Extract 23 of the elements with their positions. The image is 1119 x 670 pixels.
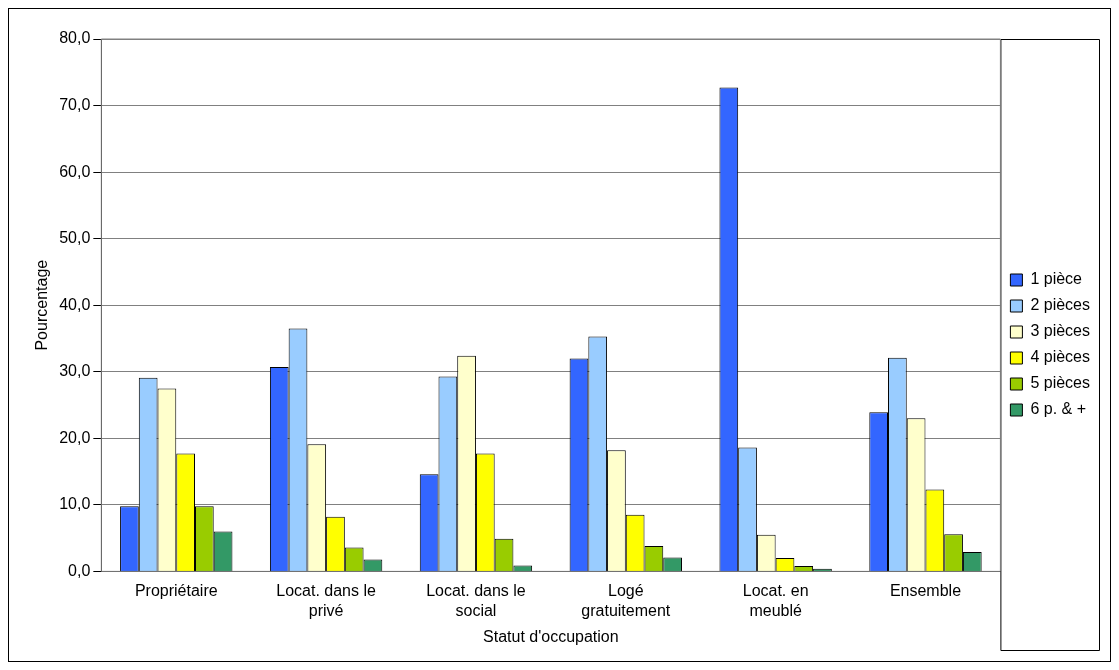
legend-label: 6 p. & +: [1030, 400, 1086, 418]
x-tick-label: Locat. dans le social: [426, 582, 526, 619]
y-tick-label: 70,0: [59, 95, 91, 113]
y-tick-label: 80,0: [59, 29, 91, 47]
legend-label: 4 pièces: [1030, 348, 1090, 366]
legend-label: 5 pièces: [1030, 374, 1090, 392]
y-tick-label: 0,0: [68, 561, 91, 579]
x-tick-label: Propriétaire: [134, 582, 218, 600]
y-tick-label: 50,0: [59, 229, 91, 247]
legend-label: 3 pièces: [1030, 322, 1090, 340]
y-axis-title: Pourcentage: [33, 259, 51, 351]
y-tick-label: 10,0: [59, 495, 91, 513]
x-tick-label: Locat. dans le privé: [276, 582, 377, 619]
x-tick-label: Logé gratuitement: [581, 582, 671, 619]
y-tick-label: 40,0: [59, 295, 91, 313]
y-tick-label: 20,0: [59, 428, 91, 446]
y-tick-label: 30,0: [59, 362, 91, 380]
x-axis-title: Statut d'occupation: [483, 627, 619, 645]
y-tick-label: 60,0: [59, 162, 91, 180]
legend-label: 1 pièce: [1030, 270, 1083, 288]
legend-label: 2 pièces: [1030, 296, 1090, 314]
x-tick-label: Locat. en meublé: [742, 582, 809, 619]
x-tick-label: Ensemble: [889, 582, 962, 600]
